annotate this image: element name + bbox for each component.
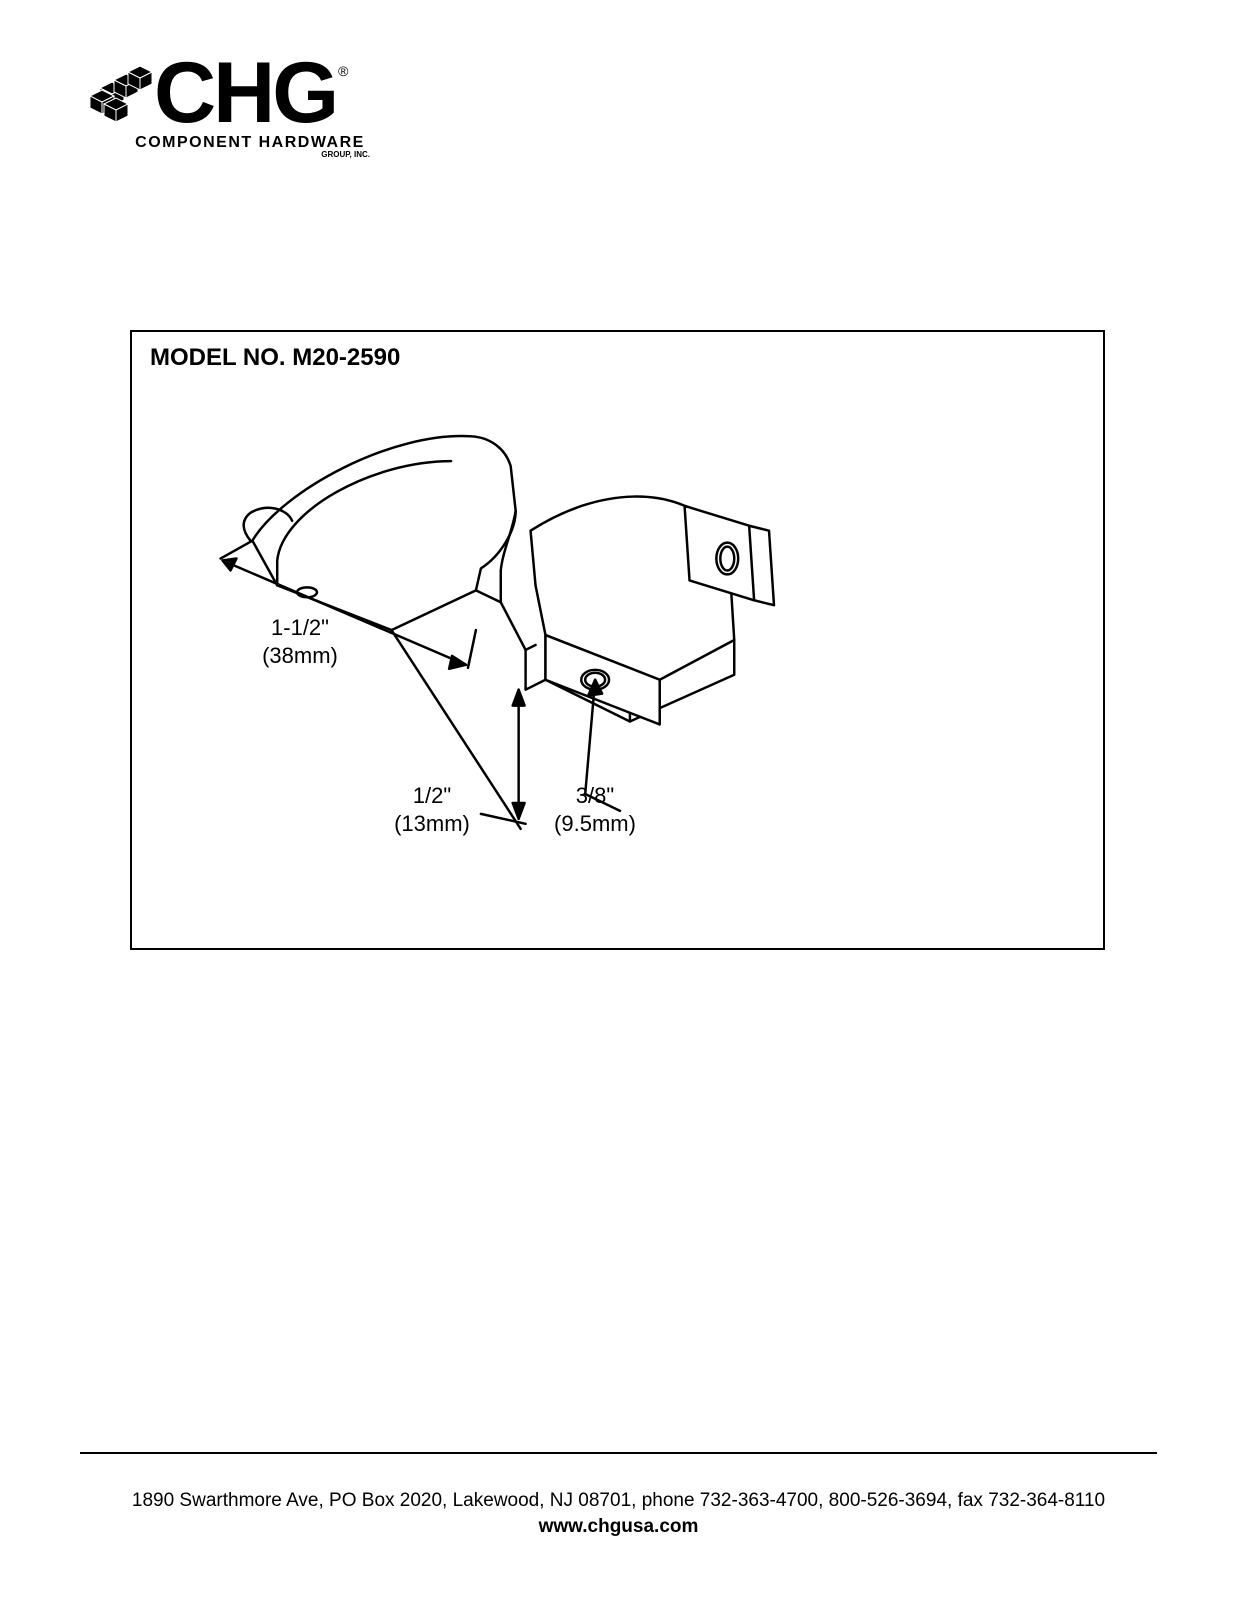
dimension-label-width: 1-1/2" (38mm) — [250, 614, 350, 669]
dimension-metric: (13mm) — [394, 811, 470, 836]
registered-mark: ® — [338, 63, 348, 79]
cubes-icon — [90, 55, 160, 125]
brand-name: CHG — [154, 45, 336, 141]
dimension-imperial: 1-1/2" — [271, 615, 329, 640]
footer-divider — [80, 1452, 1157, 1454]
dimension-imperial: 3/8" — [576, 783, 614, 808]
dimension-imperial: 1/2" — [413, 783, 451, 808]
dimension-label-hole: 3/8" (9.5mm) — [545, 782, 645, 837]
diagram-frame: MODEL NO. M20-2590 — [130, 330, 1105, 950]
dimension-label-height: 1/2" (13mm) — [382, 782, 482, 837]
footer-address: 1890 Swarthmore Ave, PO Box 2020, Lakewo… — [0, 1490, 1237, 1512]
logo-row: CHG® — [90, 55, 380, 132]
dimension-metric: (38mm) — [262, 643, 338, 668]
footer-url: www.chgusa.com — [0, 1516, 1237, 1538]
dimension-metric: (9.5mm) — [554, 811, 636, 836]
page: CHG® COMPONENT HARDWARE GROUP, INC. MODE… — [0, 0, 1237, 1600]
company-logo: CHG® COMPONENT HARDWARE GROUP, INC. — [90, 55, 380, 159]
brand-text: CHG® — [154, 55, 346, 132]
